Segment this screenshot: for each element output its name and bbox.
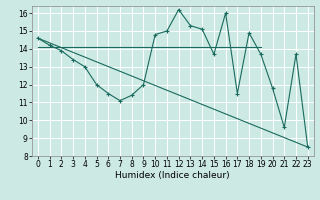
X-axis label: Humidex (Indice chaleur): Humidex (Indice chaleur) <box>116 171 230 180</box>
